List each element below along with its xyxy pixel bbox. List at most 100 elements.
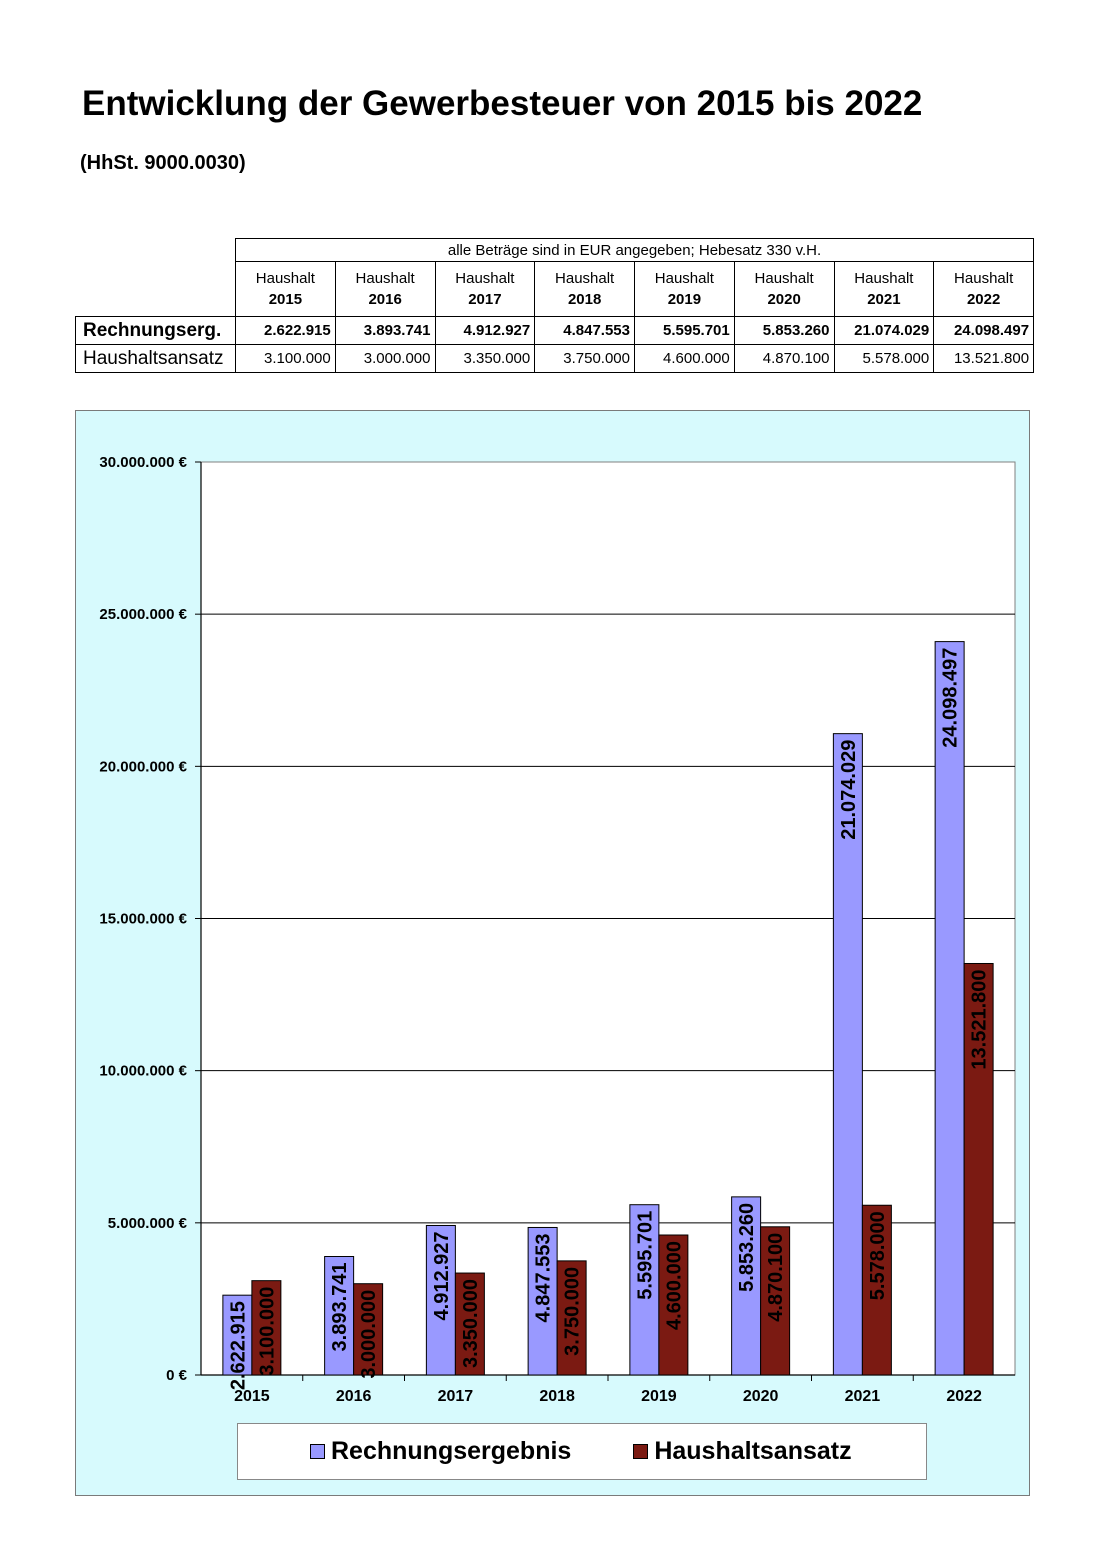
bar-haushaltsansatz <box>658 1234 689 1376</box>
x-tick-label: 2022 <box>946 1388 982 1405</box>
table-cell: 21.074.029 <box>833 316 935 345</box>
table-cell: 3.893.741 <box>334 316 436 345</box>
table-cell: 3.750.000 <box>534 344 635 373</box>
bar-haushaltsansatz <box>251 1280 282 1376</box>
table-cell: 5.578.000 <box>833 344 935 373</box>
chart-area: 0 € 5.000.000 € 10.000.000 € 15.000.000 € 20… <box>75 410 1030 1496</box>
table-cell: 5.595.701 <box>634 316 735 345</box>
budget-table: alle Beträge sind in EUR angegeben; Hebe… <box>75 238 1035 373</box>
x-tick-label: 2019 <box>641 1388 677 1405</box>
data-label: 5.578.000 <box>867 1211 889 1300</box>
table-row: Haushaltsansatz 3.100.000 3.000.000 3.350.0… <box>75 344 1035 373</box>
table-cell: 4.870.100 <box>733 344 835 373</box>
table-cell: 13.521.800 <box>933 344 1035 373</box>
table-cell: 4.847.553 <box>534 316 635 345</box>
table-cell: 5.853.260 <box>733 316 835 345</box>
data-label: 24.098.497 <box>940 648 962 748</box>
table-cell: 3.000.000 <box>334 344 436 373</box>
column-header-year: 2017 <box>468 291 502 308</box>
bar-haushaltsansatz <box>454 1272 485 1376</box>
table-header-row: Haushalt 2015 Haushalt 2016 Haushalt 2017 Haus… <box>76 261 1035 317</box>
row-label: Haushaltsansatz <box>75 344 236 373</box>
column-header-prefix: Haushalt <box>654 270 714 287</box>
bar-rechnungsergebnis <box>832 733 863 1376</box>
x-tick-label: 2016 <box>336 1388 372 1405</box>
y-tick-label: 0 € <box>166 1367 188 1384</box>
legend-item: Haushaltsansatz <box>633 1437 852 1466</box>
y-tick-label: 25.000.000 € <box>99 606 187 623</box>
bar-rechnungsergebnis <box>527 1226 558 1376</box>
column-header-2020: Haushalt 2020 <box>733 261 835 317</box>
legend-swatch <box>310 1444 325 1459</box>
bar-chart: 0 € 5.000.000 € 10.000.000 € 15.000.000 € 20… <box>99 454 1016 1405</box>
legend-item: Rechnungsergebnis <box>310 1437 571 1466</box>
bar-haushaltsansatz <box>861 1204 892 1376</box>
column-header-year: 2016 <box>368 291 402 308</box>
column-header-year: 2018 <box>567 291 602 308</box>
y-tick-label: 5.000.000 € <box>108 1215 188 1232</box>
column-header-prefix: Haushalt <box>954 270 1014 287</box>
x-tick-label: 2021 <box>845 1388 881 1405</box>
data-label: 5.595.701 <box>634 1211 656 1300</box>
column-header-2019: Haushalt 2019 <box>634 261 735 317</box>
bar-rechnungsergebnis <box>934 641 965 1376</box>
x-tick-label: 2017 <box>438 1388 474 1405</box>
bar-rechnungsergebnis <box>425 1224 456 1376</box>
row-label: Rechnungserg. <box>75 316 236 345</box>
x-tick-label: 2015 <box>234 1388 270 1405</box>
column-header-2017: Haushalt 2017 <box>434 261 536 317</box>
column-header-2015: Haushalt 2015 <box>235 261 336 317</box>
data-label: 2.622.915 <box>227 1301 249 1390</box>
column-header-year: 2021 <box>867 291 901 308</box>
data-label: 3.000.000 <box>358 1290 380 1379</box>
y-tick-label: 20.000.000 € <box>99 758 187 775</box>
legend-swatch <box>633 1444 649 1459</box>
table-note: alle Beträge sind in EUR angegeben; Hebe… <box>234 238 1035 262</box>
data-label: 3.350.000 <box>460 1279 482 1368</box>
column-header-year: 2022 <box>966 291 1001 308</box>
column-header-prefix: Haushalt <box>854 270 914 287</box>
data-label: 4.847.553 <box>533 1233 555 1322</box>
table-cell: 4.912.927 <box>434 316 536 345</box>
table-cell: 3.350.000 <box>434 344 536 373</box>
column-header-prefix: Haushalt <box>555 270 615 287</box>
y-tick-label: 15.000.000 € <box>99 911 187 928</box>
column-header-2021: Haushalt 2021 <box>833 261 935 317</box>
column-header-year: 2019 <box>667 291 702 308</box>
data-label: 4.912.927 <box>431 1231 453 1320</box>
column-header-prefix: Haushalt <box>455 270 515 287</box>
table-cell: 24.098.497 <box>933 316 1035 345</box>
bar-rechnungsergebnis <box>731 1196 762 1376</box>
column-header-year: 2015 <box>268 291 303 308</box>
bar-rechnungsergebnis <box>324 1256 355 1376</box>
x-tick-label: 2018 <box>539 1388 575 1405</box>
data-label: 5.853.260 <box>736 1203 758 1292</box>
data-label: 4.870.100 <box>765 1233 787 1322</box>
table-cell: 4.600.000 <box>634 344 735 373</box>
data-label: 13.521.800 <box>969 969 991 1069</box>
bar-haushaltsansatz <box>963 962 994 1376</box>
column-header-prefix: Haushalt <box>754 270 814 287</box>
data-label: 3.893.741 <box>329 1263 351 1352</box>
column-header-year: 2020 <box>767 291 801 308</box>
table-cell: 3.100.000 <box>235 344 336 373</box>
table-cell: 2.622.915 <box>235 316 336 345</box>
page-title: Entwicklung der Gewerbesteuer von 2015 b… <box>82 84 923 123</box>
y-tick-label: 10.000.000 € <box>99 1063 187 1080</box>
table-row: Rechnungserg. 2.622.915 3.893.741 4.912.927… <box>75 316 1035 345</box>
data-label: 3.750.000 <box>562 1267 584 1356</box>
data-label: 4.600.000 <box>663 1241 685 1330</box>
column-header-prefix: Haushalt <box>355 270 415 287</box>
legend-label: Rechnungsergebnis <box>331 1437 572 1465</box>
column-header-2022: Haushalt 2022 <box>933 261 1035 317</box>
data-label: 21.074.029 <box>838 740 860 840</box>
legend-label: Haushaltsansatz <box>654 1437 852 1465</box>
x-tick-label: 2020 <box>743 1388 779 1405</box>
budget-item-reference: (HhSt. 9000.0030) <box>80 152 246 174</box>
bar-haushaltsansatz <box>556 1260 587 1376</box>
chart-legend: Rechnungsergebnis Haushaltsansatz <box>237 1423 927 1480</box>
table-note-row: alle Beträge sind in EUR angegeben; Hebe… <box>76 238 1035 262</box>
bar-haushaltsansatz <box>353 1283 384 1376</box>
y-tick-label: 30.000.000 € <box>99 454 187 471</box>
column-header-2018: Haushalt 2018 <box>534 261 635 317</box>
